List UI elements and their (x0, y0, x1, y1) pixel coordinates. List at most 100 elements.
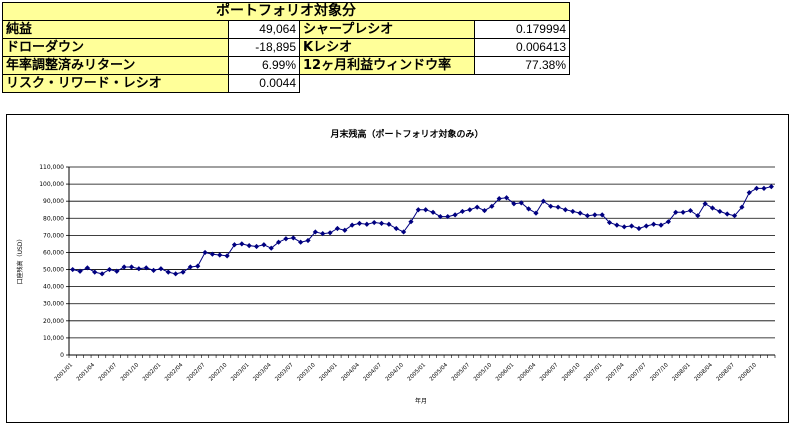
risk-reward-value: 0.0044 (228, 74, 300, 93)
data-point (261, 242, 267, 248)
x-tick-label: 2004/01 (318, 362, 338, 382)
data-point (651, 221, 657, 227)
data-point (459, 208, 466, 215)
y-tick-label: 0 (60, 352, 64, 359)
data-point (577, 210, 583, 216)
data-point (592, 212, 598, 218)
data-point (768, 184, 774, 190)
x-tick-label: 2005/07 (451, 362, 472, 383)
y-tick-label: 10,000 (43, 335, 64, 342)
x-tick-label: 2004/10 (385, 362, 406, 383)
data-point (92, 269, 98, 275)
x-tick-label: 2006/01 (495, 362, 515, 382)
data-point (165, 269, 171, 275)
data-point (415, 207, 421, 213)
x-tick-label: 2003/10 (296, 362, 317, 383)
data-point (423, 207, 429, 213)
data-point (305, 237, 311, 244)
profit-window-label: 12ヶ月利益ウィンドウ率 (299, 56, 475, 75)
x-tick-label: 2007/01 (583, 362, 603, 382)
data-point (356, 220, 363, 226)
x-axis-label: 年月 (415, 397, 427, 405)
data-point (658, 222, 664, 228)
x-tick-label: 2003/01 (230, 362, 250, 382)
x-tick-label: 2002/04 (164, 362, 185, 383)
x-tick-label: 2008/07 (716, 362, 737, 383)
k-ratio-label: Kレシオ (299, 38, 475, 57)
statistics-table: ポートフォリオ対象分 純益 49,064 シャープレシオ 0.179994 ドロ… (2, 2, 570, 93)
x-tick-label: 2001/07 (98, 362, 119, 383)
data-point (709, 205, 716, 211)
data-point (643, 223, 649, 229)
y-tick-label: 50,000 (43, 267, 64, 274)
data-point (496, 196, 502, 202)
data-point (106, 266, 113, 273)
sharpe-ratio-value: 0.179994 (474, 20, 570, 39)
data-point (680, 209, 686, 215)
net-profit-value: 49,064 (228, 20, 300, 39)
data-point (364, 221, 370, 227)
x-tick-label: 2006/04 (517, 362, 538, 383)
x-tick-label: 2003/07 (274, 362, 295, 383)
data-point (312, 229, 318, 235)
data-point (77, 268, 83, 274)
x-tick-label: 2001/01 (54, 362, 74, 382)
annualized-return-label: 年率調整済みリターン (2, 56, 229, 75)
data-point (334, 225, 341, 232)
x-tick-label: 2001/10 (120, 362, 141, 383)
data-point (275, 239, 282, 245)
data-point (628, 223, 635, 229)
data-point (224, 253, 230, 259)
data-point (754, 185, 760, 191)
data-point (511, 201, 517, 207)
x-tick-label: 2008/04 (693, 362, 714, 383)
data-point (290, 235, 296, 241)
x-tick-label: 2002/01 (142, 362, 162, 382)
data-point (84, 265, 90, 271)
y-tick-label: 90,000 (43, 198, 64, 205)
annualized-return-value: 6.99% (228, 56, 300, 75)
x-tick-label: 2003/04 (252, 362, 273, 383)
data-point (150, 267, 157, 273)
data-point (239, 241, 245, 247)
data-point (253, 243, 260, 250)
data-point (430, 209, 436, 215)
data-point (320, 231, 326, 237)
data-point (724, 211, 730, 217)
data-point (268, 245, 274, 251)
x-tick-label: 2004/04 (340, 362, 361, 383)
x-tick-label: 2001/04 (76, 362, 97, 383)
data-point (217, 252, 223, 258)
data-point (621, 224, 627, 230)
data-point (437, 213, 443, 220)
data-point (503, 195, 510, 201)
data-point (445, 213, 451, 220)
data-point (467, 207, 473, 213)
data-point (401, 229, 407, 235)
data-point (173, 271, 179, 277)
x-tick-label: 2007/07 (627, 362, 648, 383)
profit-window-value: 77.38% (474, 56, 570, 75)
y-tick-label: 60,000 (43, 249, 64, 256)
data-point (187, 264, 193, 270)
table-row: リスク・リワード・レシオ 0.0044 (2, 74, 570, 93)
data-point (349, 222, 355, 228)
data-point (327, 230, 333, 236)
data-point (283, 236, 289, 242)
x-tick-label: 2006/07 (539, 362, 560, 383)
chart-frame: 月末残高（ポートフォリオ対象のみ） 口座残高（USD） 年月 0 10,000 20… (6, 114, 789, 423)
data-point (128, 264, 135, 270)
x-tick-label: 2005/01 (407, 362, 427, 382)
data-point (599, 212, 605, 218)
x-tick-label: 2005/04 (429, 362, 450, 383)
y-tick-label: 110,000 (39, 164, 64, 171)
data-point (687, 207, 694, 214)
data-point (202, 249, 208, 256)
data-point (99, 271, 105, 277)
x-tick-label: 2002/10 (208, 362, 229, 383)
data-point (158, 266, 164, 272)
y-tick-label: 70,000 (43, 232, 64, 239)
table-row: 純益 49,064 シャープレシオ 0.179994 (2, 20, 570, 39)
drawdown-value: -18,895 (228, 38, 300, 57)
y-tick-label: 30,000 (43, 301, 64, 308)
